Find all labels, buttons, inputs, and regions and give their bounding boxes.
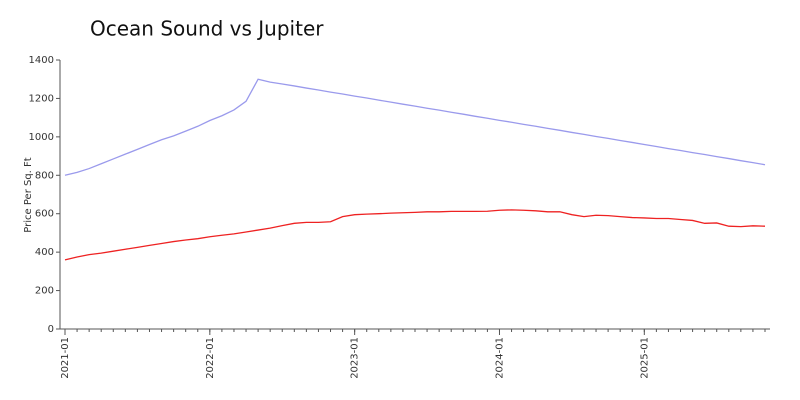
x-tick-label: 2024-01 (494, 337, 505, 379)
x-tick-label: 2023-01 (350, 337, 361, 379)
y-axis-label: Price Per Sq. Ft (23, 157, 34, 232)
y-tick-label: 1400 (29, 55, 54, 66)
y-tick-label: 1200 (29, 93, 54, 104)
y-tick-label: 1000 (29, 132, 54, 143)
chart-title: Ocean Sound vs Jupiter (90, 17, 324, 41)
x-tick-label: 2022-01 (205, 337, 216, 379)
x-tick-label: 2021-01 (60, 337, 71, 379)
x-tick-label: 2025-01 (639, 337, 650, 379)
y-tick-label: 800 (35, 170, 54, 181)
series-line (64, 209, 766, 261)
y-tick-label: 400 (35, 247, 54, 258)
y-tick-label: 600 (35, 209, 54, 220)
y-tick-label: 0 (48, 324, 54, 335)
y-tick-label: 200 (35, 286, 54, 297)
series-line (64, 78, 766, 176)
